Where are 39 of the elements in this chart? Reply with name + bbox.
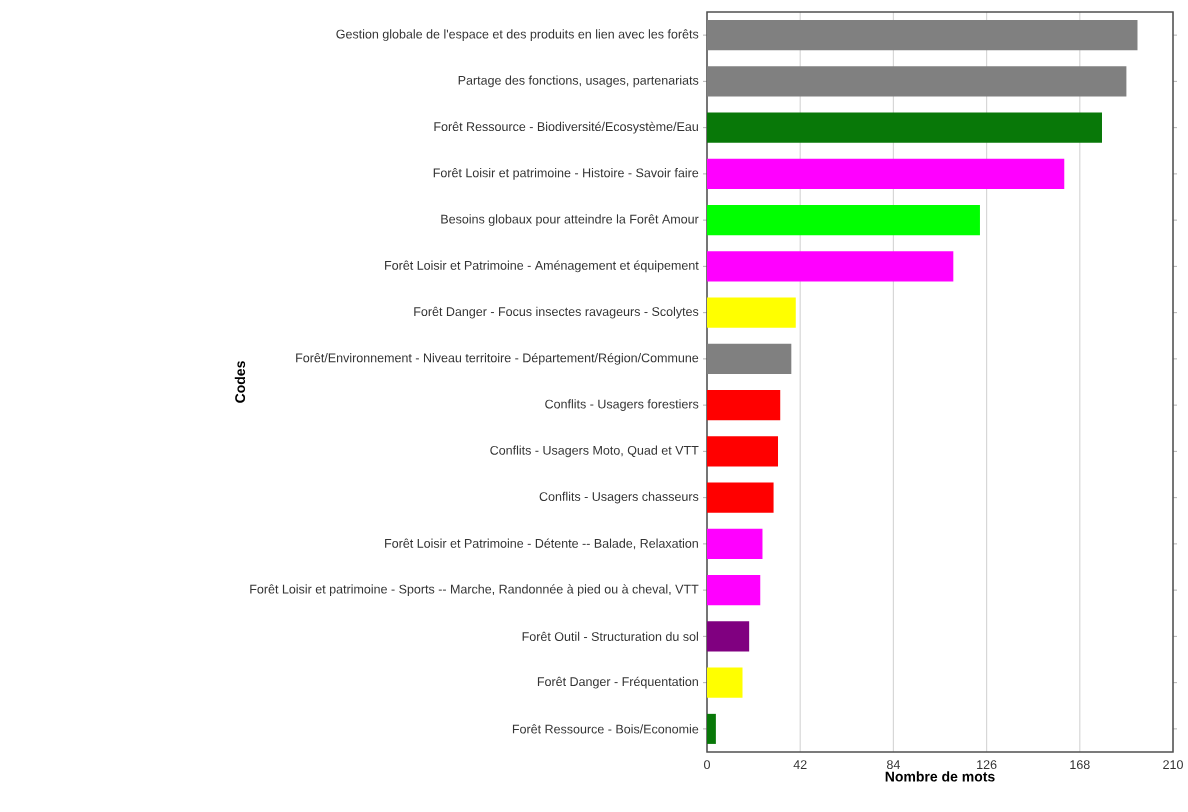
y-tick-label: Conflits - Usagers forestiers	[545, 399, 699, 411]
bar	[707, 713, 716, 744]
y-tick-label: Forêt Loisir et Patrimoine - Aménagement et équipement	[385, 260, 699, 273]
bar	[707, 158, 1065, 189]
y-tick-label: Conflits - Usagers Moto, Quad et VTT	[490, 445, 699, 458]
y-tick-label: Conflits - Usagers chasseurs	[539, 491, 699, 504]
y-tick-label: Forêt Ressource - Bois/Economie	[512, 724, 699, 734]
y-tick-label: Forêt Danger - Focus insectes ravageurs - Scolytes	[414, 306, 699, 319]
bar	[707, 297, 796, 328]
bar	[707, 343, 792, 374]
y-tick-label: Forêt Loisir et Patrimoine - Détente -- Balade, Relaxation	[385, 538, 698, 550]
x-tick-label: 168	[1070, 760, 1090, 770]
y-tick-label: Forêt Loisir et patrimoine - Histoire - Savoir faire	[433, 168, 699, 180]
y-tick-label: Gestion globale de l'espace et des produits en lien avec les forêts	[336, 29, 699, 41]
bar	[707, 621, 750, 652]
bar	[707, 112, 1102, 143]
bar	[707, 667, 743, 698]
x-tick-label: 210	[1163, 760, 1183, 770]
y-tick-label: Partage des fonctions, usages, partenariats	[458, 75, 699, 88]
x-tick-label: 126	[977, 760, 997, 770]
y-tick-label: Forêt Danger - Fréquentation	[537, 676, 698, 689]
bar	[707, 251, 954, 282]
bar	[707, 482, 774, 513]
y-tick-label: Forêt Ressource - Biodiversité/Ecosystème/Eau	[434, 121, 698, 134]
x-tick-label: 42	[793, 760, 807, 769]
x-axis-title: Nombre de mots	[885, 771, 995, 782]
y-tick-label: Forêt Loisir et patrimoine - Sports -- Marche, Randonnée à pied ou à cheval, VTT	[250, 584, 699, 597]
y-axis-title: Codes	[234, 361, 246, 403]
bar	[707, 436, 779, 467]
bar	[707, 528, 763, 559]
x-tick-label: 84	[887, 760, 900, 770]
y-tick-label: Forêt Outil - Structuration du sol	[522, 631, 698, 641]
bar	[707, 390, 781, 421]
bar	[707, 66, 1127, 97]
bar	[707, 575, 761, 606]
y-tick-label: Besoins globaux pour atteindre la Forêt Amour	[441, 214, 699, 226]
x-tick-label: 0	[704, 760, 710, 770]
bar	[707, 205, 980, 236]
y-tick-label: Forêt/Environnement - Niveau territoire - Département/Région/Commune	[296, 352, 699, 365]
